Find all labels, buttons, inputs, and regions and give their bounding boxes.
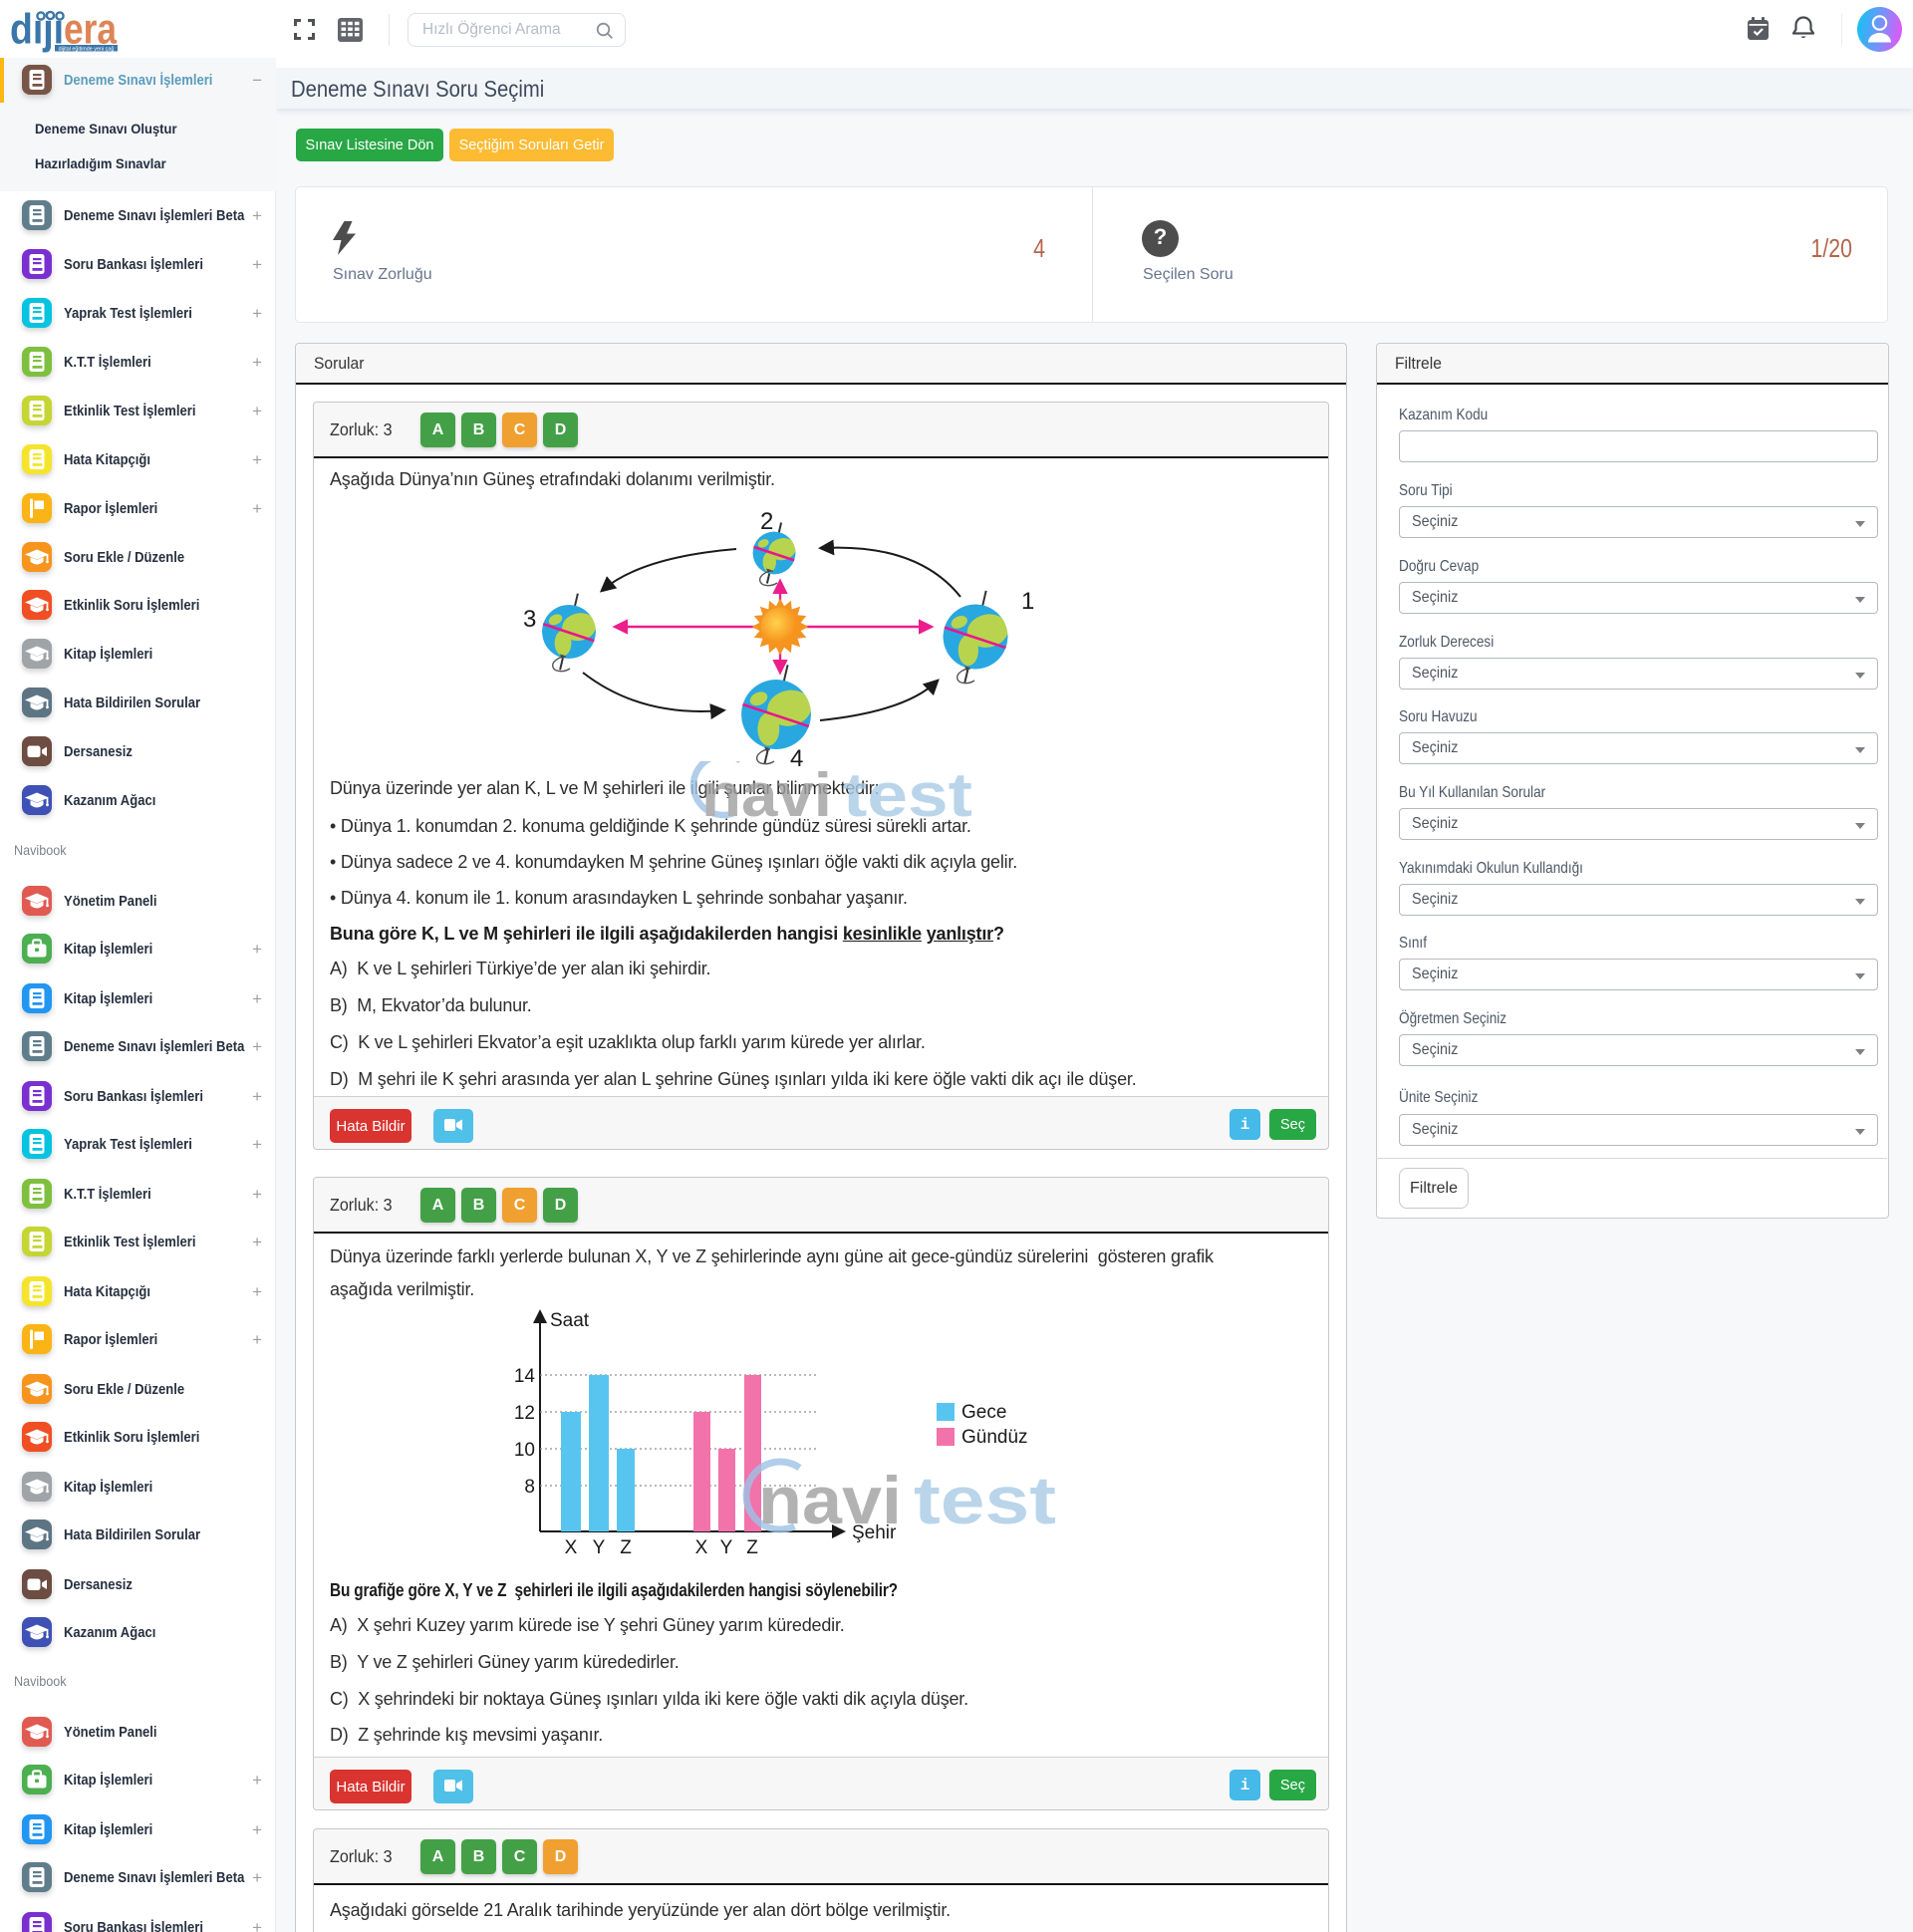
svg-text:navi: navi xyxy=(758,1463,902,1538)
svg-text:14: 14 xyxy=(514,1366,536,1387)
svg-text:X: X xyxy=(695,1537,708,1558)
svg-text:8: 8 xyxy=(524,1477,535,1498)
svg-text:10: 10 xyxy=(514,1440,535,1461)
svg-text:Y: Y xyxy=(593,1537,606,1558)
svg-text:Gece: Gece xyxy=(961,1402,1006,1423)
svg-text:navi: navi xyxy=(701,761,832,830)
svg-text:4: 4 xyxy=(790,745,803,772)
svg-text:Z: Z xyxy=(620,1537,632,1558)
svg-text:2: 2 xyxy=(760,508,773,535)
svg-text:3: 3 xyxy=(523,606,536,633)
svg-text:Saat: Saat xyxy=(550,1310,590,1331)
svg-text:Şehir: Şehir xyxy=(852,1522,897,1543)
svg-text:Z: Z xyxy=(746,1537,758,1558)
svg-text:Y: Y xyxy=(720,1537,733,1558)
svg-text:12: 12 xyxy=(514,1403,535,1424)
svg-text:Gündüz: Gündüz xyxy=(961,1427,1028,1448)
svg-text:test: test xyxy=(914,1463,1056,1538)
svg-text:dijital eğitimde yeni çağ: dijital eğitimde yeni çağ xyxy=(59,47,115,53)
svg-text:test: test xyxy=(843,761,972,830)
svg-text:1: 1 xyxy=(1021,588,1034,615)
svg-text:X: X xyxy=(565,1537,578,1558)
